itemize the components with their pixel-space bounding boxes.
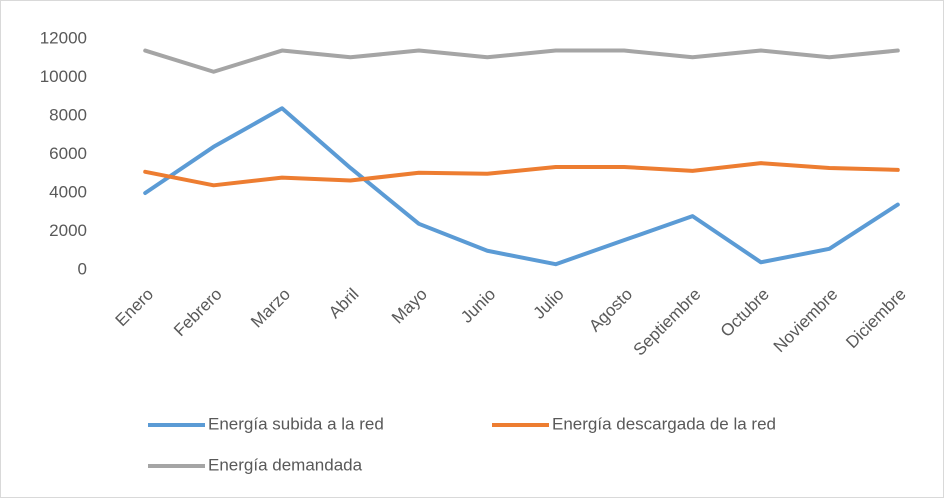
y-tick-label: 8000 bbox=[49, 105, 87, 124]
y-tick-label: 0 bbox=[78, 259, 87, 278]
y-tick-label: 12000 bbox=[40, 28, 87, 47]
y-tick-label: 2000 bbox=[49, 221, 87, 240]
legend-label: Energía descargada de la red bbox=[552, 414, 776, 433]
series-line bbox=[143, 48, 900, 74]
legend-label: Energía demandada bbox=[208, 455, 363, 474]
series-line bbox=[143, 161, 900, 188]
legend-label: Energía subida a la red bbox=[208, 414, 384, 433]
series-line bbox=[143, 106, 900, 267]
y-tick-label: 6000 bbox=[49, 144, 87, 163]
y-tick-label: 10000 bbox=[40, 67, 87, 86]
y-tick-label: 4000 bbox=[49, 182, 87, 201]
